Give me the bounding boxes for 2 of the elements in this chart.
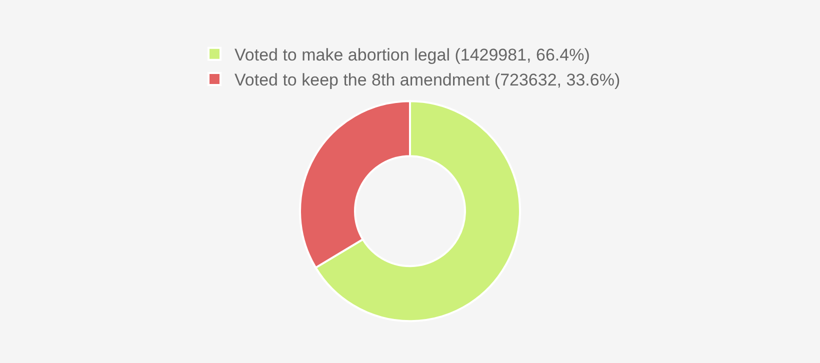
legend-label: Voted to keep the 8th amendment (723632, 33.6%) bbox=[234, 70, 620, 90]
legend-label: Voted to make abortion legal (1429981, 66.4%) bbox=[234, 45, 590, 64]
